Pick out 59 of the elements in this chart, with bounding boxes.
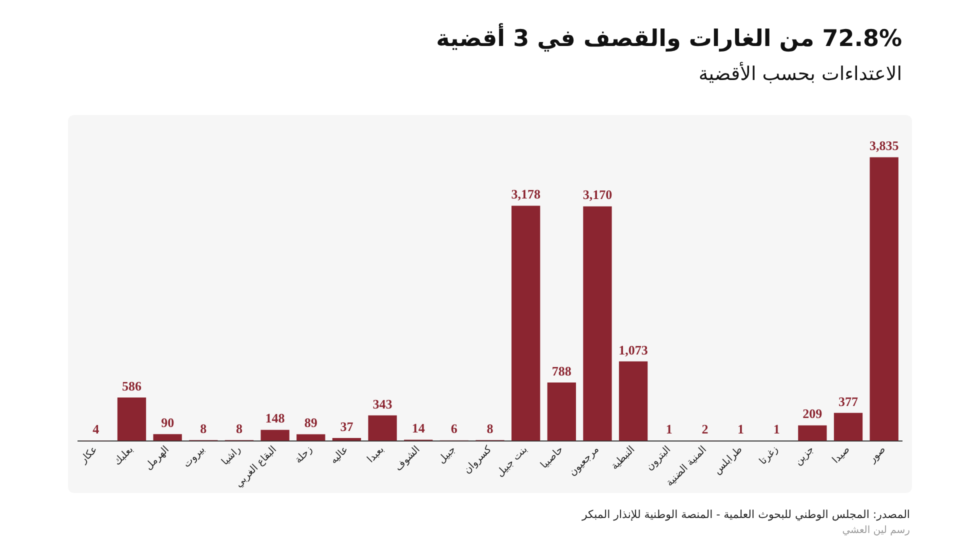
bar	[870, 157, 898, 441]
x-tick-label: صور	[866, 444, 888, 466]
data-label: 1	[773, 422, 780, 437]
data-label: 89	[304, 415, 318, 430]
x-tick-label: راشيا	[220, 444, 244, 468]
data-label: 3,835	[869, 138, 900, 154]
data-label: 90	[161, 414, 174, 430]
data-label: 586	[122, 378, 142, 394]
chart-subtitle: الاعتداءات بحسب الأقضية	[698, 63, 902, 85]
x-tick-label: بعلبك	[112, 444, 136, 468]
data-label: 3,178	[511, 186, 541, 202]
bar	[583, 206, 612, 441]
data-label: 209	[802, 406, 823, 422]
data-label: 8	[486, 421, 494, 436]
x-tick-label: عكار	[78, 444, 100, 466]
x-tick-label: النبطية	[609, 444, 638, 472]
data-label: 343	[372, 396, 393, 412]
bar	[834, 412, 863, 441]
data-label: 148	[265, 410, 286, 426]
data-label: 1	[738, 422, 744, 437]
x-tick-label: جزين	[792, 444, 816, 468]
text: رسم لين العشي	[842, 525, 910, 536]
bar	[798, 425, 827, 441]
x-tick-label: صيدا	[830, 444, 852, 466]
data-label: 377	[838, 394, 859, 409]
bar	[511, 206, 540, 441]
data-label: 2	[702, 421, 708, 436]
x-tick-label: عاليه	[328, 444, 351, 466]
bar	[296, 434, 326, 441]
data-label: 8	[200, 421, 208, 436]
x-tick-label: زغرتا	[758, 444, 781, 468]
x-tick-label: الهرمل	[143, 444, 172, 472]
x-tick-label: الشوف	[393, 444, 422, 474]
data-label: 1	[666, 422, 672, 437]
data-label: 8	[236, 421, 243, 436]
bar	[153, 434, 182, 441]
bar	[260, 430, 290, 441]
bar	[547, 382, 576, 441]
text: المصدر: المجلس الوطني للبحوث العلمية - المنصة الوطنية للإنذار المبكر	[582, 508, 910, 521]
x-tick-label: طرابلس	[712, 444, 745, 477]
bar	[332, 438, 362, 441]
x-tick-label: مرجعيون	[567, 444, 602, 478]
x-tick-label: زحلة	[293, 444, 315, 466]
x-tick-label: كسروان	[462, 444, 494, 476]
x-tick-label: بيروت	[181, 444, 208, 470]
data-label: 6	[450, 421, 458, 436]
data-label: 14	[412, 420, 426, 436]
x-tick-label: حاصبيا	[538, 444, 566, 471]
data-label: 788	[552, 363, 572, 378]
data-label: 1,073	[618, 342, 648, 358]
data-label: 3,170	[582, 187, 612, 202]
x-tick-label: بعبدا	[366, 444, 386, 466]
bar	[117, 397, 146, 441]
data-label: 37	[340, 418, 354, 434]
bar	[368, 415, 397, 441]
x-tick-label: جبيل	[436, 444, 458, 466]
bar	[618, 361, 648, 441]
data-label: 4	[92, 421, 100, 436]
x-tick-label: بنت جبيل	[494, 444, 530, 480]
